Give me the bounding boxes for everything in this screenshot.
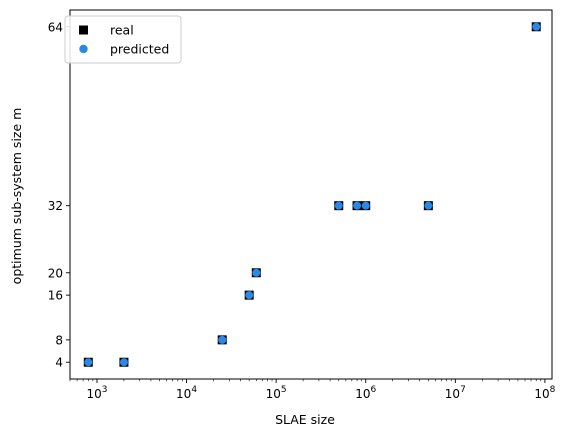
predicted-point — [424, 201, 433, 210]
legend-label-real: real — [110, 23, 134, 38]
legend-box — [64, 15, 182, 64]
y-tick-label: 64 — [48, 20, 63, 34]
y-tick-label: 8 — [55, 333, 63, 347]
predicted-point — [84, 358, 93, 367]
legend-marker-predicted — [79, 44, 88, 54]
predicted-point — [532, 22, 541, 31]
legend-label-predicted: predicted — [110, 42, 169, 57]
x-tick-label: 106 — [355, 385, 376, 401]
predicted-point — [245, 291, 254, 300]
legend-marker-real — [79, 25, 88, 35]
y-tick-label: 20 — [48, 266, 63, 280]
y-tick-label: 4 — [55, 356, 63, 370]
y-tick-label: 32 — [48, 199, 63, 213]
plot-frame — [69, 9, 553, 380]
x-tick-label: 104 — [176, 385, 197, 401]
y-axis-label: optimum sub-system size m — [9, 108, 24, 285]
legend: real predicted — [64, 15, 182, 64]
x-axis-label: SLAE size — [275, 412, 335, 427]
x-tick-label: 108 — [534, 385, 555, 401]
predicted-point — [334, 201, 343, 210]
x-tick-label: 105 — [266, 385, 287, 401]
predicted-point — [218, 335, 227, 344]
plot-area — [83, 22, 541, 367]
predicted-point — [119, 358, 128, 367]
x-tick-label: 107 — [445, 385, 466, 401]
x-tick-label: 103 — [86, 385, 107, 401]
predicted-point — [353, 201, 362, 210]
predicted-point — [252, 268, 261, 277]
predicted-point — [361, 201, 370, 210]
y-tick-label: 16 — [48, 289, 63, 303]
axes: 103 104 105 106 107 108 4 8 16 20 32 64 — [48, 9, 556, 401]
